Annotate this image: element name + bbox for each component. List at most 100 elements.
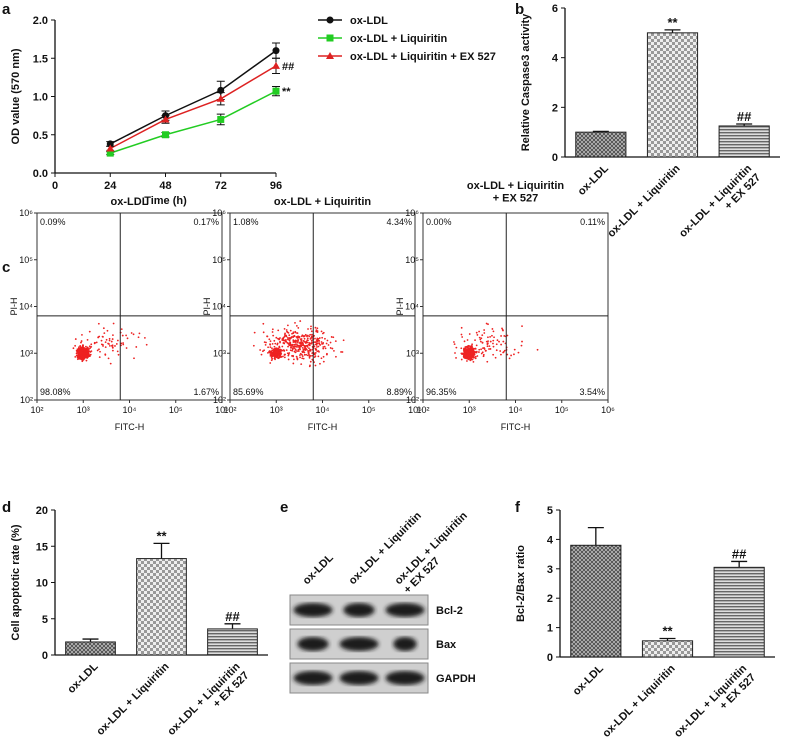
event-dot <box>305 348 308 351</box>
event-dot <box>114 345 116 347</box>
event-dot <box>500 353 502 356</box>
event-dot <box>279 355 282 358</box>
event-dot <box>488 345 491 347</box>
event-dot <box>492 345 495 348</box>
event-dot <box>111 349 114 352</box>
event-dot <box>80 351 83 353</box>
event-dot <box>104 341 107 344</box>
event-dot <box>108 344 111 347</box>
event-dot <box>273 345 276 348</box>
event-dot <box>304 333 307 336</box>
event-dot <box>309 364 311 367</box>
event-dot <box>116 350 119 353</box>
event-dot <box>483 329 486 331</box>
event-dot <box>296 357 299 360</box>
event-dot <box>463 356 466 359</box>
event-dot <box>308 347 310 350</box>
point <box>106 144 115 152</box>
event-dot <box>489 340 492 343</box>
event-dot <box>285 329 288 331</box>
event-dot <box>482 353 485 356</box>
event-dot <box>329 347 332 349</box>
event-dot <box>303 335 305 338</box>
event-dot <box>101 335 104 338</box>
panel-letter: b <box>515 1 524 18</box>
event-dot <box>492 339 495 342</box>
x-tick-label: 10⁶ <box>601 405 615 415</box>
event-dot <box>300 344 303 347</box>
event-dot <box>80 341 82 344</box>
quadrant-label: 98.08% <box>40 387 71 397</box>
event-dot <box>277 329 280 332</box>
event-dot <box>294 331 297 334</box>
event-dot <box>495 349 498 352</box>
event-dot <box>316 327 319 330</box>
event-dot <box>84 350 87 353</box>
y-axis-label: Bcl-2/Bax ratio <box>515 545 527 622</box>
event-dot <box>292 339 295 342</box>
event-dot <box>120 328 123 331</box>
event-dot <box>461 353 464 356</box>
event-dot <box>494 356 497 359</box>
event-dot <box>74 356 77 358</box>
event-dot <box>471 356 473 359</box>
event-dot <box>304 341 307 344</box>
event-dot <box>496 339 499 342</box>
event-dot <box>463 340 466 343</box>
event-dot <box>500 343 503 346</box>
event-dot <box>472 355 475 358</box>
event-dot <box>307 328 309 330</box>
x-tick-label: 0 <box>52 180 58 192</box>
bar <box>570 544 622 658</box>
y-tick-label: 1.0 <box>33 92 48 104</box>
lane-label: ox-LDL <box>301 552 336 587</box>
event-dot <box>471 343 473 346</box>
blot-band <box>293 603 333 617</box>
y-tick-label: 0.5 <box>33 130 48 142</box>
y-tick-label: 2.0 <box>33 15 48 27</box>
events <box>252 320 345 368</box>
x-tick-label: 10³ <box>77 405 90 415</box>
event-dot <box>111 338 114 340</box>
event-dot <box>291 343 294 346</box>
event-dot <box>288 339 291 342</box>
event-dot <box>464 347 467 350</box>
event-dot <box>313 345 316 348</box>
point <box>272 61 280 69</box>
event-dot <box>481 341 484 344</box>
event-dot <box>309 355 312 357</box>
event-dot <box>455 346 458 349</box>
event-dot <box>286 330 288 333</box>
bar <box>718 125 770 158</box>
event-dot <box>108 337 111 340</box>
blot-band <box>339 637 379 651</box>
event-dot <box>111 344 114 347</box>
event-dot <box>78 355 80 358</box>
event-dot <box>299 352 302 355</box>
event-dot <box>302 344 304 346</box>
event-dot <box>86 354 89 357</box>
event-dot <box>502 340 505 343</box>
event-dot <box>95 341 98 344</box>
event-dot <box>467 357 470 360</box>
event-dot <box>279 340 281 343</box>
event-dot <box>269 340 272 343</box>
event-dot <box>75 352 78 355</box>
event-dot <box>510 354 513 357</box>
event-dot <box>86 349 89 352</box>
event-dot <box>536 348 539 351</box>
event-dot <box>110 340 113 343</box>
event-dot <box>309 360 312 363</box>
event-dot <box>480 337 483 340</box>
blot-band <box>343 603 375 617</box>
y-tick-label: 10⁵ <box>212 255 226 265</box>
event-dot <box>304 347 307 349</box>
event-dot <box>288 344 291 347</box>
event-dot <box>296 350 299 353</box>
event-dot <box>485 322 488 325</box>
significance: ## <box>225 609 240 624</box>
event-dot <box>331 347 334 350</box>
event-dot <box>301 357 304 360</box>
event-dot <box>262 350 264 353</box>
event-dot <box>306 337 309 340</box>
